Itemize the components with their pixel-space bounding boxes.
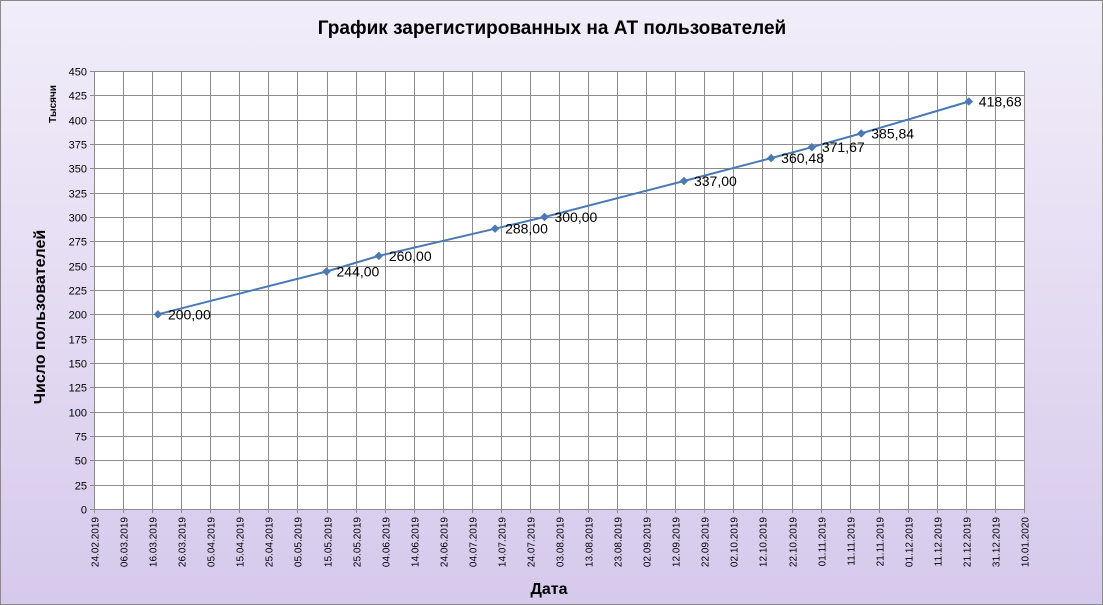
y-tick-label: 425 [69, 91, 87, 103]
x-tick-label: 02.10.2019 [730, 517, 741, 567]
series-line [157, 100, 970, 316]
x-tick-label: 24.06.2019 [440, 517, 451, 567]
y-tick-label: 150 [69, 359, 87, 371]
y-axis-unit: Тысячи [48, 85, 59, 123]
x-tick-label: 21.12.2019 [963, 517, 974, 567]
x-tick-label: 12.10.2019 [759, 517, 770, 567]
data-label: 385,84 [871, 125, 914, 141]
x-tick-label: 24.02.2019 [91, 517, 102, 567]
y-tick-label: 350 [69, 164, 87, 176]
x-tick-label: 01.11.2019 [818, 517, 829, 567]
y-tick-label: 200 [69, 310, 87, 322]
x-tick-label: 25.05.2019 [353, 517, 364, 567]
x-tick-label: 03.08.2019 [556, 517, 567, 567]
x-tick-label: 26.03.2019 [178, 517, 189, 567]
y-tick-label: 450 [69, 67, 87, 79]
data-label: 200,00 [168, 306, 211, 322]
x-tick-label: 04.07.2019 [469, 517, 480, 567]
x-tick-label: 15.05.2019 [324, 517, 335, 567]
y-tick-label: 100 [69, 408, 87, 420]
y-tick-label: 50 [75, 456, 87, 468]
y-tick-label: 300 [69, 213, 87, 225]
x-tick-label: 02.09.2019 [643, 517, 654, 567]
data-label: 300,00 [554, 209, 597, 225]
x-tick-label: 11.12.2019 [934, 517, 945, 567]
x-tick-label: 23.08.2019 [614, 517, 625, 567]
data-label: 260,00 [389, 248, 432, 264]
x-tick-label: 13.08.2019 [585, 517, 596, 567]
data-label: 337,00 [694, 173, 737, 189]
x-tick-label: 14.07.2019 [498, 517, 509, 567]
data-point-marker [540, 212, 549, 222]
data-label: 244,00 [337, 264, 380, 280]
x-axis-title: Дата [530, 581, 567, 598]
x-tick-label: 24.07.2019 [527, 517, 538, 567]
data-point-marker [153, 309, 163, 319]
data-point-marker [374, 251, 384, 261]
y-tick-label: 375 [69, 140, 87, 152]
data-point-marker [322, 267, 331, 276]
data-point-marker [766, 153, 776, 163]
data-label: 288,00 [505, 221, 548, 237]
y-tick-label: 250 [69, 262, 87, 274]
x-tick-label: 12.09.2019 [672, 517, 683, 567]
x-tick-label: 22.09.2019 [701, 517, 712, 567]
x-tick-label: 05.04.2019 [207, 517, 218, 567]
y-tick-label: 325 [69, 189, 87, 201]
x-tick-label: 16.03.2019 [149, 517, 160, 567]
x-tick-label: 11.11.2019 [847, 517, 858, 566]
data-point-marker [679, 176, 689, 186]
data-point-marker [490, 224, 500, 234]
y-tick-label: 125 [69, 383, 87, 395]
data-label: 418,68 [979, 93, 1022, 109]
axes: 0 25 50 75 100 125 150 175 200 225 250 275 300 325 350… [69, 67, 1032, 568]
y-tick-label: 25 [75, 481, 87, 493]
x-tick-label: 10.01.2020 [1021, 517, 1032, 567]
y-tick-label: 0 [81, 505, 87, 517]
data-label: 371,67 [822, 139, 865, 155]
y-tick-label: 175 [69, 335, 87, 347]
x-tick-label: 25.04.2019 [265, 517, 276, 567]
x-tick-label: 22.10.2019 [789, 517, 800, 567]
x-tick-label: 01.12.2019 [905, 517, 916, 567]
x-tick-label: 31.12.2019 [992, 517, 1003, 567]
x-tick-label: 06.03.2019 [120, 517, 131, 567]
y-axis-title: Число пользователей [32, 230, 49, 404]
y-tick-label: 400 [69, 116, 87, 128]
data-point-marker [856, 129, 866, 138]
x-tick-label: 21.11.2019 [876, 517, 887, 567]
data-point-marker [964, 97, 974, 106]
data-label: 360,48 [781, 150, 824, 166]
y-tick-label: 275 [69, 237, 87, 249]
x-tick-label: 05.05.2019 [294, 517, 305, 567]
data-series: 200,00 244,00 260,00 288,00 300,00 337,00 360,… [153, 93, 1022, 322]
x-tick-label: 04.06.2019 [382, 517, 393, 567]
y-tick-label: 75 [75, 432, 87, 444]
data-point-marker [807, 142, 817, 152]
x-tick-label: 15.04.2019 [236, 517, 247, 567]
y-tick-label: 225 [69, 286, 87, 298]
chart-title: График зарегистированных на АТ пользоват… [318, 18, 786, 39]
x-tick-label: 14.06.2019 [411, 517, 422, 567]
